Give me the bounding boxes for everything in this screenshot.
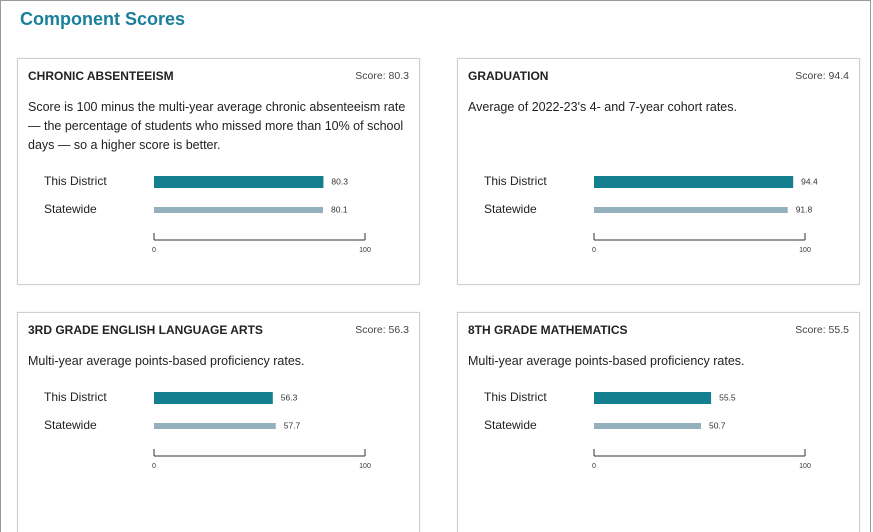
x-tick-label: 0 — [152, 247, 156, 254]
x-tick-label: 0 — [592, 463, 596, 470]
card-score: Score: 80.3 — [355, 70, 409, 82]
card-score: Score: 55.5 — [795, 324, 849, 336]
x-tick-label: 100 — [799, 247, 811, 254]
value-label: 57.7 — [284, 420, 301, 430]
x-tick-label: 0 — [152, 463, 156, 470]
bar — [154, 423, 276, 429]
chart-card: 3RD GRADE ENGLISH LANGUAGE ARTS Score: 56… — [17, 312, 420, 532]
chart-card: GRADUATION Score: 94.4 Average of 2022-23'… — [457, 58, 860, 285]
card-description: Multi-year average points-based proficie… — [468, 354, 745, 368]
category-label: This District — [44, 174, 107, 188]
value-label: 80.1 — [331, 204, 348, 214]
card-score: Score: 94.4 — [795, 70, 849, 82]
card-title: 3RD GRADE ENGLISH LANGUAGE ARTS — [28, 323, 263, 337]
bar — [594, 207, 788, 213]
bar — [594, 176, 794, 188]
bar — [594, 423, 701, 429]
category-label: Statewide — [44, 202, 97, 216]
value-label: 56.3 — [281, 392, 298, 402]
card-header: 3RD GRADE ENGLISH LANGUAGE ARTS Score: 56… — [28, 321, 409, 341]
bar — [154, 392, 273, 404]
card-header: GRADUATION Score: 94.4 — [468, 67, 849, 87]
bar-chart: This District 94.4 Statewide 91.8 0 100 — [484, 174, 818, 254]
value-label: 50.7 — [709, 420, 726, 430]
category-label: Statewide — [44, 418, 97, 432]
chart-card: CHRONIC ABSENTEEISM Score: 80.3 Score is 1… — [17, 58, 420, 285]
card-header: 8TH GRADE MATHEMATICS Score: 55.5 — [468, 321, 849, 341]
bar — [154, 176, 324, 188]
card-title: 8TH GRADE MATHEMATICS — [468, 323, 628, 337]
page-title: Component Scores — [20, 9, 186, 29]
x-tick-label: 0 — [592, 247, 596, 254]
bar — [594, 392, 712, 404]
category-label: Statewide — [484, 418, 537, 432]
bar-chart: This District 55.5 Statewide 50.7 0 100 — [484, 390, 811, 470]
card-title: GRADUATION — [468, 69, 549, 83]
category-label: This District — [484, 174, 547, 188]
value-label: 94.4 — [801, 176, 818, 186]
card-header: CHRONIC ABSENTEEISM Score: 80.3 — [28, 67, 409, 87]
card-description: Multi-year average points-based proficie… — [28, 354, 305, 368]
x-tick-label: 100 — [359, 463, 371, 470]
card-title: CHRONIC ABSENTEEISM — [28, 69, 174, 83]
value-label: 55.5 — [719, 392, 736, 402]
category-label: This District — [484, 390, 547, 404]
value-label: 80.3 — [331, 176, 348, 186]
category-label: Statewide — [484, 202, 537, 216]
card-score: Score: 56.3 — [355, 324, 409, 336]
chart-card: 8TH GRADE MATHEMATICS Score: 55.5 Multi-ye… — [457, 312, 860, 532]
value-label: 91.8 — [796, 204, 813, 214]
card-description: Score is 100 minus the multi-year averag… — [28, 100, 406, 152]
card-description: Average of 2022-23's 4- and 7-year cohor… — [468, 100, 737, 114]
category-label: This District — [44, 390, 107, 404]
bar-chart: This District 80.3 Statewide 80.1 0 100 — [44, 174, 371, 254]
bar — [154, 207, 324, 213]
x-tick-label: 100 — [799, 463, 811, 470]
bar-chart: This District 56.3 Statewide 57.7 0 100 — [44, 390, 371, 470]
x-tick-label: 100 — [359, 247, 371, 254]
